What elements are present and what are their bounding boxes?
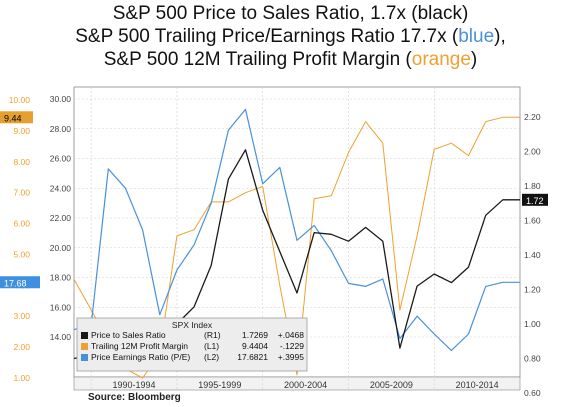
title-3-suffix: ) <box>470 49 478 70</box>
title-1-color-word: black <box>417 3 462 24</box>
y-tick-label-l2: 26.00 <box>50 154 72 164</box>
title-line-2: S&P 500 Trailing Price/Earnings Ratio 17… <box>0 25 581 48</box>
y-tick-label-l2: 30.00 <box>50 94 72 104</box>
y-tick-label-l1: 5.00 <box>13 249 30 259</box>
legend-swatch-margin <box>81 343 88 350</box>
x-tick-label: 2000-2004 <box>284 380 327 390</box>
x-tick-label: 2010-2014 <box>456 380 499 390</box>
legend-change: +.0468 <box>278 330 305 340</box>
series-line-pe <box>73 108 520 351</box>
x-axis-band <box>73 376 521 391</box>
legend-change: -.1229 <box>280 341 304 351</box>
x-tick-label: 1990-1994 <box>113 380 156 390</box>
legend-box <box>76 317 308 372</box>
y-tick-label-r1: 1.20 <box>524 285 541 295</box>
title-2-color-word: blue <box>458 26 495 47</box>
marker-r1-text: 1.72 <box>526 196 544 206</box>
legend-value: 1.7269 <box>242 330 268 340</box>
y-tick-label-l2: 20.00 <box>50 243 72 253</box>
legend-axis: (L1) <box>204 341 219 351</box>
y-tick-label-l1: 2.00 <box>13 342 30 352</box>
y-tick-label-l1: 7.00 <box>13 188 30 198</box>
y-tick-label-r1: 0.80 <box>524 354 541 364</box>
title-3-text: S&P 500 12M Trailing Profit Margin ( <box>103 49 412 70</box>
y-tick-label-l1: 1.00 <box>13 373 30 383</box>
y-tick-label-l2: 22.00 <box>50 213 72 223</box>
legend-axis: (L2) <box>204 352 219 362</box>
title-2-suffix: ), <box>494 26 506 47</box>
title-1-text: S&P 500 Price to Sales Ratio, 1.7x ( <box>112 3 418 24</box>
legend-swatch-pe <box>81 354 88 361</box>
x-tick-label: 1995-1999 <box>198 380 241 390</box>
legend-label: Price Earnings Ratio (P/E) <box>91 352 190 362</box>
y-tick-label-r1: 0.60 <box>524 388 541 398</box>
marker-l2-text: 17.68 <box>4 278 27 288</box>
legend-title: SPX Index <box>172 320 213 330</box>
legend-swatch-ps <box>81 332 88 339</box>
y-tick-label-l1: 8.00 <box>13 157 30 167</box>
y-tick-label-r1: 1.40 <box>524 250 541 260</box>
y-tick-label-r1: 2.20 <box>524 112 541 122</box>
y-tick-label-r1: 1.80 <box>524 181 541 191</box>
marker-l1-text: 9.44 <box>4 113 22 123</box>
legend-value: 9.4404 <box>242 341 268 351</box>
y-tick-label-l2: 28.00 <box>50 124 72 134</box>
y-tick-label-l1: 10.00 <box>9 95 31 105</box>
marker-r1-box <box>522 193 548 206</box>
source-note: Source: Bloomberg <box>88 392 181 403</box>
y-tick-label-l2: 24.00 <box>50 183 72 193</box>
y-tick-label-l2: 18.00 <box>50 273 72 283</box>
legend-axis: (R1) <box>204 330 221 340</box>
title-1-suffix: ) <box>461 3 469 24</box>
legend-change: +.3995 <box>278 352 305 362</box>
y-tick-label-l1: 3.00 <box>13 311 30 321</box>
title-line-1: S&P 500 Price to Sales Ratio, 1.7x (blac… <box>0 2 581 25</box>
chart-title-block: S&P 500 Price to Sales Ratio, 1.7x (blac… <box>0 2 581 71</box>
y-tick-label-l1: 6.00 <box>13 219 30 229</box>
title-2-text: S&P 500 Trailing Price/Earnings Ratio 17… <box>75 26 459 47</box>
title-3-color-word: orange <box>411 49 471 70</box>
y-tick-label-r1: 1.60 <box>524 216 541 226</box>
x-tick-label: 2005-2009 <box>370 380 413 390</box>
y-tick-label-l1: 9.00 <box>13 126 30 136</box>
marker-l1-box <box>0 111 33 124</box>
y-tick-label-r1: 1.00 <box>524 319 541 329</box>
legend-label: Price to Sales Ratio <box>91 330 166 340</box>
legend-value: 17.6821 <box>237 352 268 362</box>
legend-label: Trailing 12M Profit Margin <box>91 341 188 351</box>
y-tick-label-l2: 16.00 <box>50 302 72 312</box>
marker-l2-box <box>0 276 40 289</box>
y-tick-label-l2: 14.00 <box>50 332 72 342</box>
y-tick-label-r1: 2.00 <box>524 147 541 157</box>
title-line-3: S&P 500 12M Trailing Profit Margin (oran… <box>0 48 581 71</box>
